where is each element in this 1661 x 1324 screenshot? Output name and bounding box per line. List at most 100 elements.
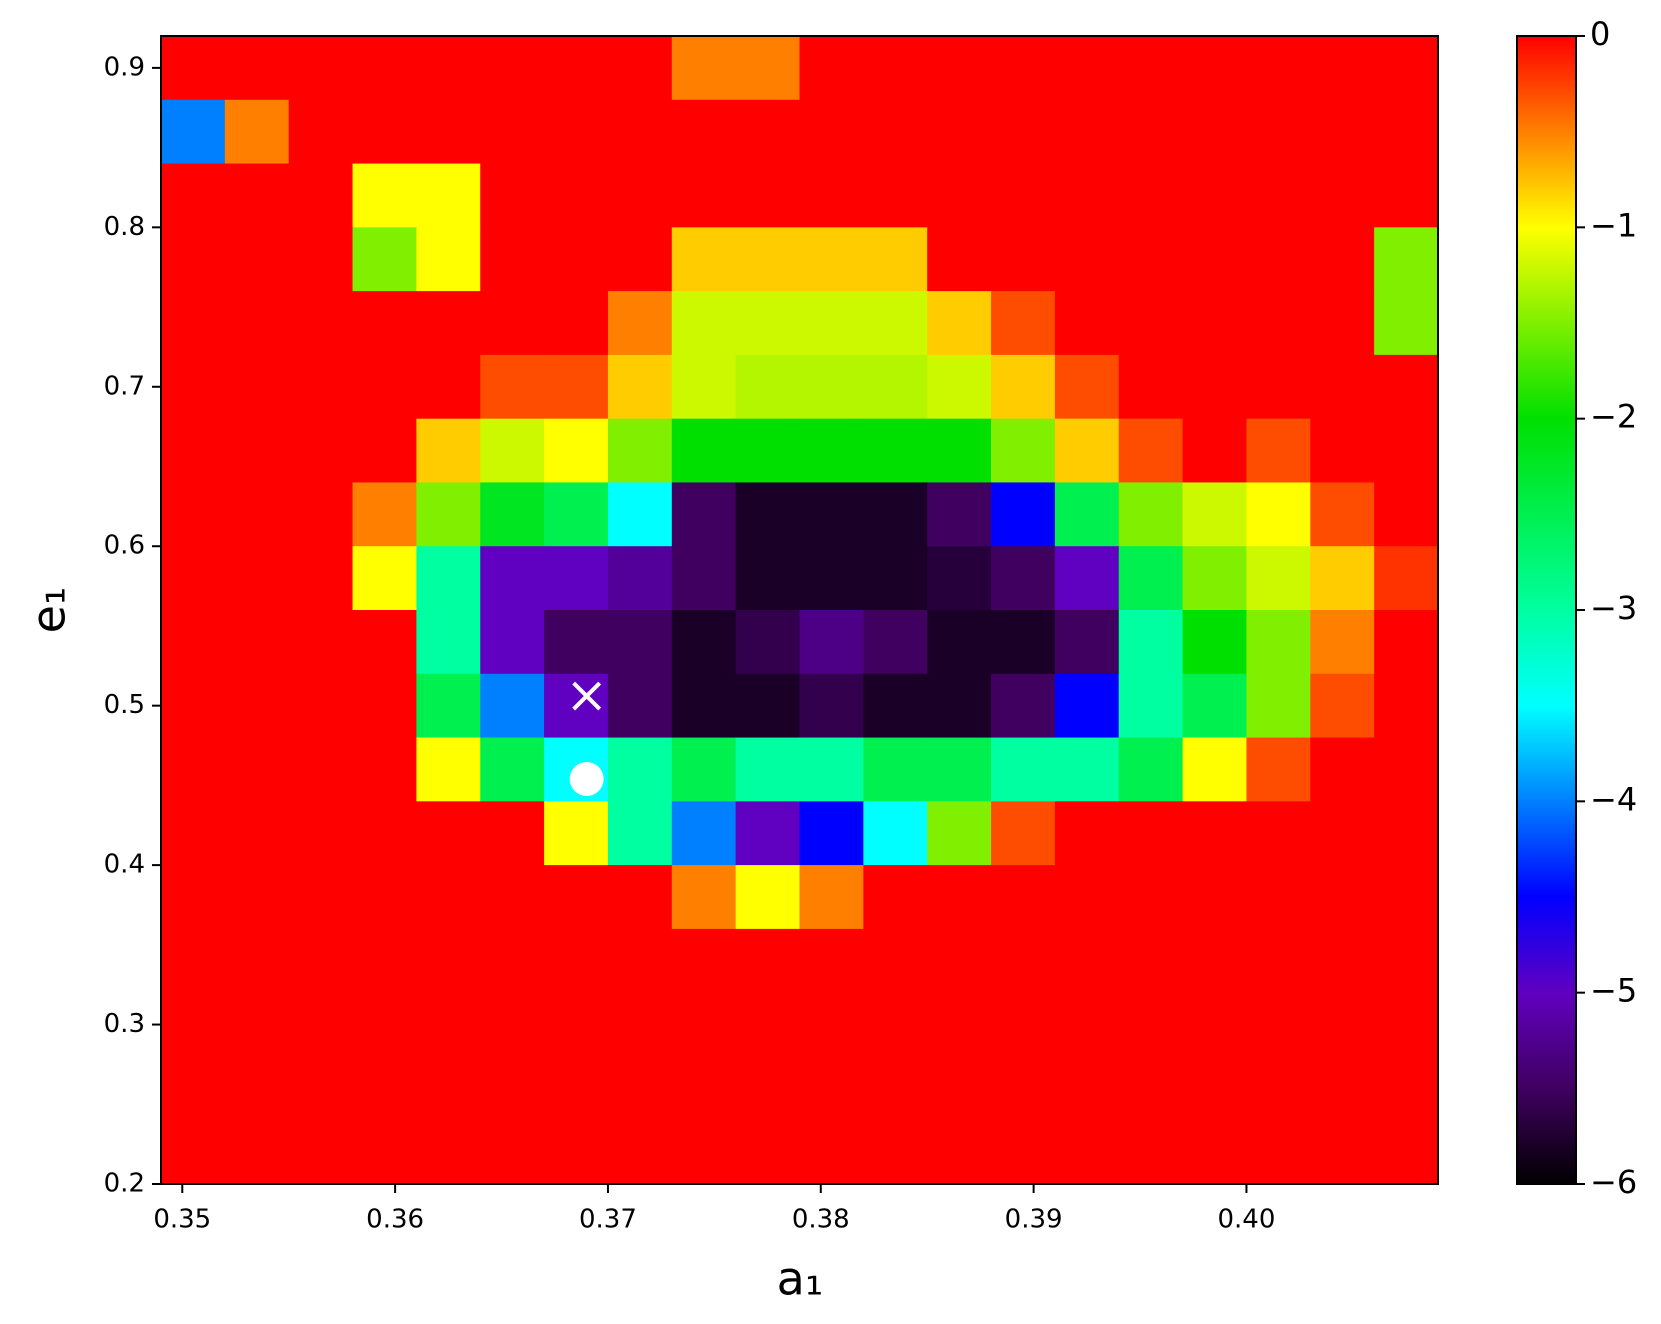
heatmap-cell — [1374, 36, 1439, 101]
heatmap-cell — [799, 801, 864, 866]
heatmap-cell — [288, 418, 354, 483]
heatmap-cell — [607, 482, 673, 547]
heatmap-cell — [1310, 418, 1375, 483]
heatmap-cell — [544, 354, 609, 420]
colorbar-tick-label: −3 — [1590, 589, 1637, 627]
colorbar-tick-label: −1 — [1590, 206, 1637, 244]
heatmap-cell — [352, 546, 417, 611]
heatmap-cell — [735, 36, 800, 101]
heatmap-cell — [607, 291, 673, 356]
heatmap-cell — [1054, 610, 1120, 675]
heatmap-cell — [991, 36, 1056, 101]
heatmap-cell — [1054, 36, 1120, 101]
heatmap-cell — [544, 1120, 609, 1185]
x-tick-label: 0.37 — [579, 1205, 637, 1235]
heatmap-cell — [224, 354, 290, 420]
heatmap-cell — [544, 801, 609, 866]
y-axis-label: e₁ — [22, 587, 76, 634]
heatmap-cell — [480, 992, 545, 1057]
heatmap-cell — [352, 737, 417, 802]
heatmap-cell — [1054, 801, 1120, 866]
heatmap-cell — [863, 1056, 928, 1121]
heatmap-cell — [224, 928, 290, 994]
heatmap-cell — [352, 928, 417, 994]
y-tick-label: 0.4 — [104, 850, 145, 880]
heatmap-cell — [288, 163, 354, 228]
heatmap-cell — [735, 163, 800, 228]
heatmap-cell — [1374, 801, 1439, 866]
heatmap-cell — [161, 99, 226, 165]
heatmap-cell — [352, 673, 417, 739]
heatmap-cell — [1374, 291, 1439, 356]
heatmap-cell — [671, 801, 737, 866]
heatmap-cell — [544, 482, 609, 547]
heatmap-cell — [416, 227, 481, 292]
heatmap-cell — [1182, 737, 1247, 802]
heatmap-cell — [544, 928, 609, 994]
heatmap-cell — [607, 546, 673, 611]
heatmap-cell — [1054, 418, 1120, 483]
heatmap-cell — [1118, 1120, 1184, 1185]
heatmap-cell — [416, 482, 481, 547]
heatmap-cell — [927, 482, 992, 547]
heatmap-cell — [927, 865, 992, 930]
heatmap-cell — [288, 99, 354, 165]
heatmap-cell — [927, 354, 992, 420]
heatmap-cell — [991, 227, 1056, 292]
heatmap-cell — [991, 737, 1056, 802]
heatmap-cell — [735, 865, 800, 930]
heatmap-cell — [991, 928, 1056, 994]
heatmap-cell — [544, 610, 609, 675]
heatmap-cell — [607, 673, 673, 739]
heatmap-cell — [927, 801, 992, 866]
heatmap-cell — [224, 865, 290, 930]
heatmap-cell — [1182, 1056, 1247, 1121]
heatmap-cell — [416, 992, 481, 1057]
heatmap-cell — [863, 418, 928, 483]
heatmap-cell — [1374, 865, 1439, 930]
heatmap-cell — [863, 865, 928, 930]
heatmap-cell — [863, 673, 928, 739]
heatmap-cell — [1054, 1056, 1120, 1121]
colorbar-tick-label: −5 — [1590, 972, 1637, 1010]
heatmap-cell — [863, 291, 928, 356]
heatmap-cell — [1246, 1056, 1311, 1121]
heatmap-cell — [1310, 227, 1375, 292]
heatmap-cell — [1246, 482, 1311, 547]
heatmap-cell — [1310, 610, 1375, 675]
heatmap-cell — [416, 673, 481, 739]
heatmap-cell — [1182, 546, 1247, 611]
heatmap-cell — [1182, 291, 1247, 356]
heatmap-cell — [1118, 1056, 1184, 1121]
heatmap-cell — [799, 1056, 864, 1121]
heatmap-cell — [1374, 546, 1439, 611]
heatmap-cell — [288, 291, 354, 356]
y-tick-label: 0.6 — [104, 531, 145, 561]
heatmap-cell — [1246, 354, 1311, 420]
heatmap-cell — [288, 928, 354, 994]
heatmap-cell — [1118, 227, 1184, 292]
heatmap-cell — [1374, 418, 1439, 483]
heatmap-cell — [991, 99, 1056, 165]
heatmap-cell — [735, 418, 800, 483]
heatmap-cell — [1054, 163, 1120, 228]
heatmap-cell — [863, 737, 928, 802]
x-tick-label: 0.39 — [1005, 1205, 1063, 1235]
heatmap-cell — [863, 928, 928, 994]
heatmap-cell — [1246, 992, 1311, 1057]
heatmap-cell — [863, 36, 928, 101]
heatmap-cell — [1374, 992, 1439, 1057]
heatmap-cell — [927, 610, 992, 675]
heatmap-cell — [671, 291, 737, 356]
heatmap-cell — [1374, 227, 1439, 292]
heatmap-cell — [161, 673, 226, 739]
heatmap-cell — [161, 227, 226, 292]
heatmap-cell — [927, 673, 992, 739]
heatmap-cell — [416, 354, 481, 420]
heatmap-cell — [161, 163, 226, 228]
heatmap-cell — [480, 737, 545, 802]
x-axis-label: a₁ — [777, 1252, 824, 1306]
heatmap-cell — [1054, 865, 1120, 930]
heatmap-cell — [224, 737, 290, 802]
